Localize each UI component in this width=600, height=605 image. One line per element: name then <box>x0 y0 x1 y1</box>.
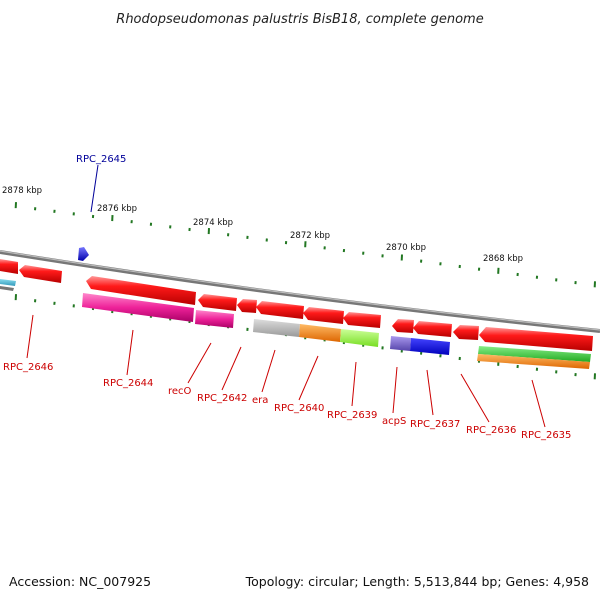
leader-line-rpc2637 <box>427 370 433 415</box>
feature-left-gray <box>0 286 14 291</box>
kbp-label-2870: 2870 kbp <box>386 243 426 253</box>
accession-text: Accession: NC_007925 <box>9 574 151 589</box>
map-title: Rhodopseudomonas palustris BisB18, compl… <box>116 12 483 27</box>
gene-label-reco[interactable]: recO <box>168 386 192 397</box>
gene-rpc2646-arrow-a[interactable] <box>0 259 18 274</box>
leader-line-rpc2644 <box>127 330 133 375</box>
leader-line-rpc2639 <box>352 362 356 406</box>
kbp-label-2872: 2872 kbp <box>290 231 330 241</box>
domain-rpc2639-lime[interactable] <box>340 329 379 347</box>
domain-era-orange[interactable] <box>299 324 341 342</box>
gene-label-acps[interactable]: acpS <box>382 416 406 427</box>
leader-line-reco <box>188 343 211 383</box>
gene-rpc2639-arrow[interactable] <box>343 312 381 328</box>
leader-line-rpc2636 <box>461 374 489 422</box>
gene-rpc2642-arrow[interactable] <box>237 299 257 313</box>
domain-acps-lavender[interactable] <box>390 336 411 351</box>
gene-label-rpc2636[interactable]: RPC_2636 <box>466 425 516 436</box>
gene-rpc2645-feature[interactable] <box>78 247 89 261</box>
leader-line-acps <box>393 367 397 413</box>
gene-rpc2640-arrow[interactable] <box>303 307 344 324</box>
outer-tick-row <box>16 202 595 287</box>
gene-reco-arrow[interactable] <box>198 294 237 311</box>
leader-line-rpc2642 <box>222 347 241 390</box>
gene-era-arrow[interactable] <box>256 301 304 319</box>
leader-line-rpc2646 <box>27 315 33 358</box>
kbp-label-2876: 2876 kbp <box>97 204 137 214</box>
gene-label-rpc2637[interactable]: RPC_2637 <box>410 419 460 430</box>
gene-label-rpc2642[interactable]: RPC_2642 <box>197 393 247 404</box>
feature-left-cyan <box>0 279 16 286</box>
gene-label-rpc2639[interactable]: RPC_2639 <box>327 410 377 421</box>
kbp-label-2878: 2878 kbp <box>2 186 42 196</box>
gene-label-rpc2646[interactable]: RPC_2646 <box>3 362 53 373</box>
leader-line-era <box>262 350 275 392</box>
gene-label-rpc2640[interactable]: RPC_2640 <box>274 403 324 414</box>
topology-text: Topology: circular; Length: 5,513,844 bp… <box>245 574 589 589</box>
leader-line-rpc2640 <box>299 356 318 400</box>
gene-rpc2646-arrow-b[interactable] <box>19 265 62 283</box>
gene-label-rpc2635[interactable]: RPC_2635 <box>521 430 571 441</box>
gene-rpc2637-arrow[interactable] <box>413 321 452 337</box>
gene-label-rpc2644[interactable]: RPC_2644 <box>103 378 153 389</box>
leader-line-rpc2635 <box>532 380 545 427</box>
domain-era-gray[interactable] <box>253 319 300 337</box>
gene-acps-arrow[interactable] <box>392 319 414 333</box>
gene-label-rpc2645[interactable]: RPC_2645 <box>76 154 126 165</box>
kbp-label-2868: 2868 kbp <box>483 254 523 264</box>
domain-rpc2637-blue[interactable] <box>410 338 450 355</box>
kbp-label-2874: 2874 kbp <box>193 218 233 228</box>
domain-reco[interactable] <box>195 310 234 328</box>
gene-label-era[interactable]: era <box>252 395 268 406</box>
gene-rpc2636-arrow[interactable] <box>453 325 479 340</box>
